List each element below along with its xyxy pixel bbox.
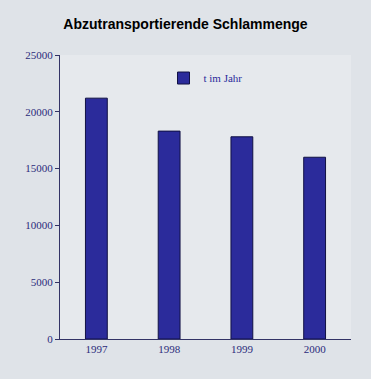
svg-text:10000: 10000 (25, 219, 53, 231)
svg-text:2000: 2000 (304, 343, 327, 355)
svg-text:t im Jahr: t im Jahr (204, 72, 243, 84)
svg-text:0: 0 (47, 333, 53, 345)
svg-text:15000: 15000 (25, 162, 53, 174)
svg-text:1998: 1998 (158, 343, 181, 355)
svg-text:1999: 1999 (231, 343, 254, 355)
svg-text:25000: 25000 (25, 49, 53, 61)
svg-text:1997: 1997 (85, 343, 108, 355)
svg-text:Abzutransportierende Schlammen: Abzutransportierende Schlammenge (63, 16, 307, 32)
svg-text:5000: 5000 (31, 276, 54, 288)
svg-text:20000: 20000 (25, 106, 53, 118)
